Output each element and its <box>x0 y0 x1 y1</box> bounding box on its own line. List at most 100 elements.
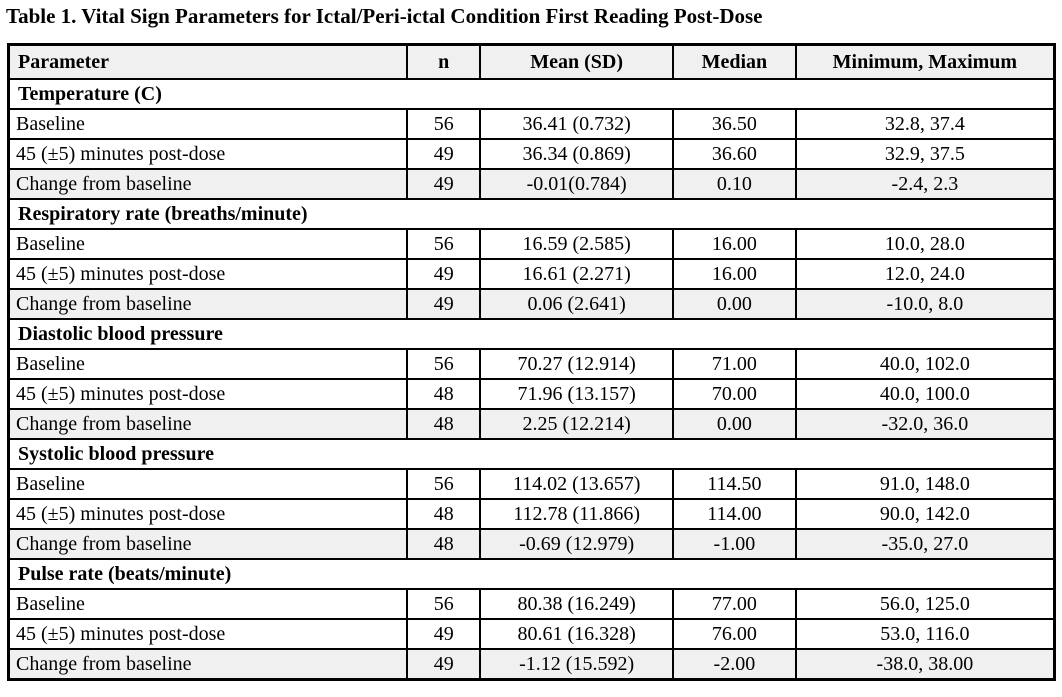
cell-n: 49 <box>406 648 482 681</box>
cell-min-max: 32.9, 37.5 <box>794 138 1056 170</box>
section-label: Pulse rate (beats/minute) <box>7 558 1056 590</box>
cell-mean-sd: 71.96 (13.157) <box>479 378 674 410</box>
table-row: Change from baseline 49 -1.12 (15.592) -2.0… <box>7 648 1056 681</box>
cell-mean-sd: -0.69 (12.979) <box>479 528 674 560</box>
table-row: 45 (±5) minutes post-dose 49 16.61 (2.271)… <box>7 258 1056 290</box>
table-row: Change from baseline 49 0.06 (2.641) 0.00 -1… <box>7 288 1056 320</box>
header-mean-sd: Mean (SD) <box>479 43 674 80</box>
cell-n: 49 <box>406 288 482 320</box>
cell-median: 0.10 <box>672 168 797 200</box>
cell-median: 16.00 <box>672 258 797 290</box>
cell-mean-sd: 114.02 (13.657) <box>479 468 674 500</box>
cell-n: 49 <box>406 618 482 650</box>
table-row: Change from baseline 48 -0.69 (12.979) -1.0… <box>7 528 1056 560</box>
cell-parameter: Baseline <box>7 468 409 500</box>
cell-n: 56 <box>406 468 482 500</box>
header-row: Parameter n Mean (SD) Median Minimum, Ma… <box>7 43 1056 80</box>
section-header-row: Pulse rate (beats/minute) <box>7 558 1056 590</box>
cell-median: 114.50 <box>672 468 797 500</box>
vital-signs-table: Parameter n Mean (SD) Median Minimum, Ma… <box>7 43 1056 681</box>
cell-parameter: 45 (±5) minutes post-dose <box>7 498 409 530</box>
section-header-row: Systolic blood pressure <box>7 438 1056 470</box>
cell-min-max: 90.0, 142.0 <box>794 498 1056 530</box>
cell-n: 56 <box>406 348 482 380</box>
cell-parameter: 45 (±5) minutes post-dose <box>7 378 409 410</box>
cell-min-max: 91.0, 148.0 <box>794 468 1056 500</box>
table-row: Baseline 56 16.59 (2.585) 16.00 10.0, 28.0 <box>7 228 1056 260</box>
cell-mean-sd: 36.34 (0.869) <box>479 138 674 170</box>
cell-parameter: 45 (±5) minutes post-dose <box>7 138 409 170</box>
table-row: 45 (±5) minutes post-dose 49 36.34 (0.869)… <box>7 138 1056 170</box>
table-row: 45 (±5) minutes post-dose 48 112.78 (11.86… <box>7 498 1056 530</box>
cell-n: 49 <box>406 138 482 170</box>
table-row: Change from baseline 49 -0.01(0.784) 0.10 -2… <box>7 168 1056 200</box>
cell-min-max: 56.0, 125.0 <box>794 588 1056 620</box>
cell-median: 16.00 <box>672 228 797 260</box>
cell-parameter: Baseline <box>7 348 409 380</box>
section-header-row: Respiratory rate (breaths/minute) <box>7 198 1056 230</box>
cell-median: 77.00 <box>672 588 797 620</box>
cell-median: 36.60 <box>672 138 797 170</box>
cell-mean-sd: 80.38 (16.249) <box>479 588 674 620</box>
cell-min-max: -32.0, 36.0 <box>794 408 1056 440</box>
table-row: Baseline 56 36.41 (0.732) 36.50 32.8, 37.4 <box>7 108 1056 140</box>
cell-parameter: Change from baseline <box>7 288 409 320</box>
cell-mean-sd: 2.25 (12.214) <box>479 408 674 440</box>
cell-n: 48 <box>406 498 482 530</box>
cell-n: 48 <box>406 378 482 410</box>
table-title: Table 1. Vital Sign Parameters for Ictal… <box>6 4 763 28</box>
cell-mean-sd: 0.06 (2.641) <box>479 288 674 320</box>
table-row: Baseline 56 70.27 (12.914) 71.00 40.0, 102.0 <box>7 348 1056 380</box>
cell-n: 56 <box>406 228 482 260</box>
section-header-row: Temperature (C) <box>7 78 1056 110</box>
cell-n: 48 <box>406 528 482 560</box>
header-n: n <box>406 43 482 80</box>
cell-n: 56 <box>406 588 482 620</box>
cell-parameter: Change from baseline <box>7 168 409 200</box>
cell-min-max: 12.0, 24.0 <box>794 258 1056 290</box>
cell-parameter: Change from baseline <box>7 408 409 440</box>
table-header: Parameter n Mean (SD) Median Minimum, Ma… <box>7 43 1056 80</box>
cell-parameter: 45 (±5) minutes post-dose <box>7 258 409 290</box>
cell-mean-sd: 70.27 (12.914) <box>479 348 674 380</box>
cell-n: 48 <box>406 408 482 440</box>
cell-min-max: -2.4, 2.3 <box>794 168 1056 200</box>
cell-median: 36.50 <box>672 108 797 140</box>
cell-parameter: Baseline <box>7 588 409 620</box>
cell-median: 0.00 <box>672 408 797 440</box>
cell-min-max: -38.0, 38.00 <box>794 648 1056 681</box>
cell-min-max: -35.0, 27.0 <box>794 528 1056 560</box>
section-label: Respiratory rate (breaths/minute) <box>7 198 1056 230</box>
cell-mean-sd: -1.12 (15.592) <box>479 648 674 681</box>
cell-mean-sd: 36.41 (0.732) <box>479 108 674 140</box>
cell-median: 76.00 <box>672 618 797 650</box>
cell-min-max: 32.8, 37.4 <box>794 108 1056 140</box>
table-row: Baseline 56 80.38 (16.249) 77.00 56.0, 125.0 <box>7 588 1056 620</box>
table-row: Change from baseline 48 2.25 (12.214) 0.00-… <box>7 408 1056 440</box>
cell-min-max: 53.0, 116.0 <box>794 618 1056 650</box>
cell-parameter: 45 (±5) minutes post-dose <box>7 618 409 650</box>
vital-signs-table-body: Temperature (C) Baseline 56 36.41 (0.732) 36… <box>7 78 1056 681</box>
table-row: 45 (±5) minutes post-dose 49 80.61 (16.328… <box>7 618 1056 650</box>
cell-mean-sd: 16.61 (2.271) <box>479 258 674 290</box>
cell-min-max: 40.0, 100.0 <box>794 378 1056 410</box>
cell-parameter: Baseline <box>7 228 409 260</box>
header-min-max: Minimum, Maximum <box>794 43 1056 80</box>
header-median: Median <box>672 43 797 80</box>
section-label: Systolic blood pressure <box>7 438 1056 470</box>
cell-median: -1.00 <box>672 528 797 560</box>
cell-median: 70.00 <box>672 378 797 410</box>
cell-min-max: -10.0, 8.0 <box>794 288 1056 320</box>
cell-n: 49 <box>406 168 482 200</box>
cell-mean-sd: 80.61 (16.328) <box>479 618 674 650</box>
cell-n: 56 <box>406 108 482 140</box>
section-header-row: Diastolic blood pressure <box>7 318 1056 350</box>
cell-median: 71.00 <box>672 348 797 380</box>
cell-min-max: 10.0, 28.0 <box>794 228 1056 260</box>
section-label: Diastolic blood pressure <box>7 318 1056 350</box>
cell-n: 49 <box>406 258 482 290</box>
table-row: 45 (±5) minutes post-dose 48 71.96 (13.157… <box>7 378 1056 410</box>
cell-parameter: Change from baseline <box>7 648 409 681</box>
cell-mean-sd: 16.59 (2.585) <box>479 228 674 260</box>
